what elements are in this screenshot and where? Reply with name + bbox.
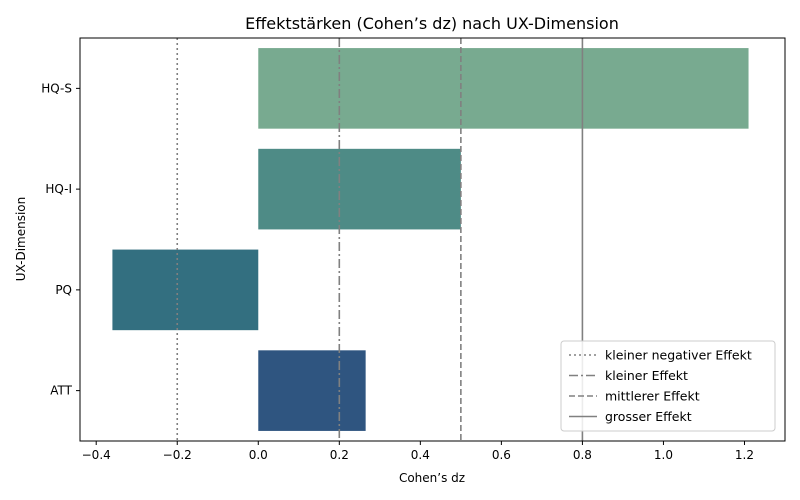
bar-hq-i xyxy=(258,149,461,230)
x-tick-label: 1.2 xyxy=(735,448,754,462)
legend-label: kleiner negativer Effekt xyxy=(605,348,752,363)
legend: kleiner negativer Effekt kleiner Effekt mi… xyxy=(561,341,775,431)
x-tick-label: 1.0 xyxy=(654,448,673,462)
legend-label: grosser Effekt xyxy=(605,409,692,424)
legend-label: mittlerer Effekt xyxy=(605,389,700,404)
x-axis-label: Cohen’s dz xyxy=(399,471,465,485)
x-tick-label: 0.8 xyxy=(573,448,592,462)
y-tick-label: PQ xyxy=(55,283,72,297)
bar-att xyxy=(258,350,365,431)
x-tick-label: 0.6 xyxy=(492,448,511,462)
chart-title: Effektstärken (Cohen’s dz) nach UX-Dimen… xyxy=(245,14,619,33)
y-tick-label: HQ-I xyxy=(45,182,72,196)
x-tick-label: −0.4 xyxy=(82,448,111,462)
x-tick-label: 0.2 xyxy=(330,448,349,462)
bar-hq-s xyxy=(258,48,748,129)
bar-pq xyxy=(112,250,258,331)
y-axis-label: UX-Dimension xyxy=(14,197,28,282)
x-tick-label: 0.0 xyxy=(249,448,268,462)
x-tick-label: 0.4 xyxy=(411,448,430,462)
legend-label: kleiner Effekt xyxy=(605,368,688,383)
x-tick-label: −0.2 xyxy=(163,448,192,462)
y-tick-label: ATT xyxy=(50,384,72,398)
y-tick-label: HQ-S xyxy=(41,81,72,95)
